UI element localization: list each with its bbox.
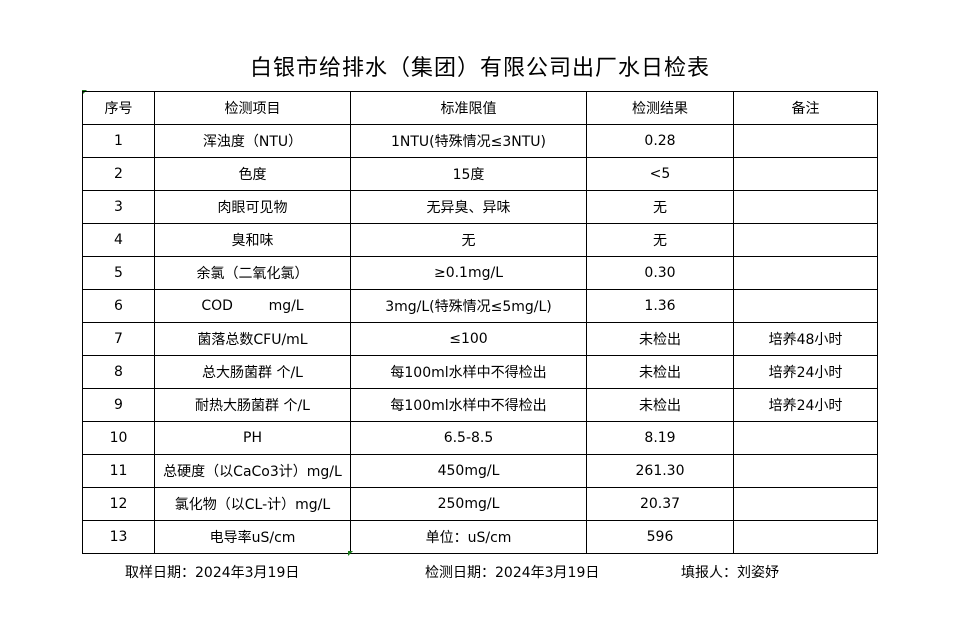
cell-note xyxy=(733,223,878,257)
cell-result: 0.30 xyxy=(586,256,734,290)
table-header-row: 序号 检测项目 标准限值 检测结果 备注 xyxy=(82,91,878,125)
header-no: 序号 xyxy=(82,91,155,125)
cell-result: 8.19 xyxy=(586,421,734,455)
cell-item: 电导率uS/cm xyxy=(154,520,351,554)
reporter: 填报人：刘姿妤 xyxy=(681,565,779,581)
table-row: 4 臭和味无无 xyxy=(82,223,878,257)
cell-item: 肉眼可见物 xyxy=(154,190,351,224)
cell-result: 未检出 xyxy=(586,355,734,389)
cell-item: 总大肠菌群 个/L xyxy=(154,355,351,389)
cell-standard: 3mg/L(特殊情况≤5mg/L) xyxy=(350,289,587,323)
cell-note xyxy=(733,289,878,323)
inspection-table: 序号 检测项目 标准限值 检测结果 备注 1 浑浊度（NTU） 1NTU(特殊情况≤… xyxy=(82,91,878,554)
cell-no: 2 xyxy=(82,157,155,191)
table-row: 6 COD mg/L 3mg/L(特殊情况≤5mg/L) 1.36 xyxy=(82,289,878,323)
cell-standard: 无异臭、异味 xyxy=(350,190,587,224)
header-item: 检测项目 xyxy=(154,91,351,125)
cell-item: 耐热大肠菌群 个/L xyxy=(154,388,351,422)
cell-result: 0.28 xyxy=(586,124,734,158)
cell-result: 20.37 xyxy=(586,487,734,521)
table-row: 2 色度 15度 <5 xyxy=(82,157,878,191)
cell-item: 色度 xyxy=(154,157,351,191)
header-result: 检测结果 xyxy=(586,91,734,125)
cell-standard: 450mg/L xyxy=(350,454,587,488)
cell-result: 未检出 xyxy=(586,322,734,356)
cell-result: 未检出 xyxy=(586,388,734,422)
table-row: 8 总大肠菌群 个/L 每100ml水样中不得检出 未检出 培养24小时 xyxy=(82,355,878,389)
table-row: 12 氯化物（以CL-计）mg/L 250mg/L 20.37 xyxy=(82,487,878,521)
cell-note xyxy=(733,487,878,521)
cell-note: 培养24小时 xyxy=(733,388,878,422)
cell-note xyxy=(733,124,878,158)
cell-standard: 250mg/L xyxy=(350,487,587,521)
table-row: 13 电导率uS/cm 单位：uS/cm 596 xyxy=(82,520,878,554)
cell-standard: 1NTU(特殊情况≤3NTU) xyxy=(350,124,587,158)
cell-item: 余氯（二氧化氯） xyxy=(154,256,351,290)
header-standard: 标准限值 xyxy=(350,91,587,125)
table-row: 10 PH 6.5-8.5 8.19 xyxy=(82,421,878,455)
cell-item: 总硬度（以CaCo3计）mg/L xyxy=(154,454,351,488)
cell-standard: 无 xyxy=(350,223,587,257)
cell-no: 3 xyxy=(82,190,155,224)
cell-item: COD mg/L xyxy=(154,289,351,323)
table-row: 1 浑浊度（NTU） 1NTU(特殊情况≤3NTU) 0.28 xyxy=(82,124,878,158)
cell-result: 1.36 xyxy=(586,289,734,323)
cell-standard: ≥0.1mg/L xyxy=(350,256,587,290)
cell-item: 臭和味 xyxy=(154,223,351,257)
cell-note xyxy=(733,520,878,554)
sample-date: 取样日期：2024年3月19日 xyxy=(125,565,300,581)
table-row: 7 菌落总数CFU/mL ≤100 未检出 培养48小时 xyxy=(82,322,878,356)
cell-item: PH xyxy=(154,421,351,455)
cell-item: 浑浊度（NTU） xyxy=(154,124,351,158)
cell-standard: 每100ml水样中不得检出 xyxy=(350,355,587,389)
cell-item: 氯化物（以CL-计）mg/L xyxy=(154,487,351,521)
cell-no: 6 xyxy=(82,289,155,323)
cell-note xyxy=(733,421,878,455)
cell-marker-icon xyxy=(348,551,353,556)
cell-note: 培养24小时 xyxy=(733,355,878,389)
cell-note xyxy=(733,454,878,488)
page-title: 白银市给排水（集团）有限公司出厂水日检表 xyxy=(249,56,710,81)
cell-standard: ≤100 xyxy=(350,322,587,356)
table-row: 11 总硬度（以CaCo3计）mg/L 450mg/L 261.30 xyxy=(82,454,878,488)
cell-result: 261.30 xyxy=(586,454,734,488)
cell-no: 12 xyxy=(82,487,155,521)
cell-no: 9 xyxy=(82,388,155,422)
cell-note xyxy=(733,157,878,191)
cell-result: <5 xyxy=(586,157,734,191)
cell-no: 13 xyxy=(82,520,155,554)
cell-no: 8 xyxy=(82,355,155,389)
cell-note: 培养48小时 xyxy=(733,322,878,356)
cell-note xyxy=(733,190,878,224)
cell-no: 4 xyxy=(82,223,155,257)
test-date: 检测日期：2024年3月19日 xyxy=(425,565,600,581)
cell-item: 菌落总数CFU/mL xyxy=(154,322,351,356)
header-note: 备注 xyxy=(733,91,878,125)
cell-result: 无 xyxy=(586,190,734,224)
cell-standard: 6.5-8.5 xyxy=(350,421,587,455)
cell-result: 596 xyxy=(586,520,734,554)
table-row: 3 肉眼可见物 无异臭、异味无 xyxy=(82,190,878,224)
cell-no: 7 xyxy=(82,322,155,356)
cell-standard: 15度 xyxy=(350,157,587,191)
table-row: 9 耐热大肠菌群 个/L 每100ml水样中不得检出 未检出 培养24小时 xyxy=(82,388,878,422)
cell-note xyxy=(733,256,878,290)
cell-no: 11 xyxy=(82,454,155,488)
cell-no: 5 xyxy=(82,256,155,290)
table-row: 5 余氯（二氧化氯） ≥0.1mg/L 0.30 xyxy=(82,256,878,290)
cell-no: 10 xyxy=(82,421,155,455)
cell-standard: 单位：uS/cm xyxy=(350,520,587,554)
cell-standard: 每100ml水样中不得检出 xyxy=(350,388,587,422)
cell-no: 1 xyxy=(82,124,155,158)
cell-result: 无 xyxy=(586,223,734,257)
